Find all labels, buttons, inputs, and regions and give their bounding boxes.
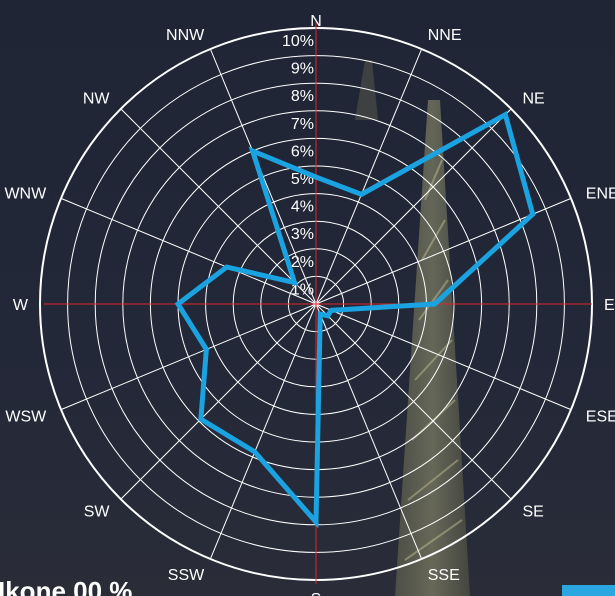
ring-label: 3% bbox=[291, 226, 314, 243]
data-point-s bbox=[314, 520, 318, 524]
data-point-sse bbox=[318, 312, 322, 316]
data-point-ese bbox=[329, 308, 333, 312]
direction-spokes bbox=[60, 48, 572, 560]
direction-label-sse: SSE bbox=[428, 567, 460, 584]
direction-label-ssw: SSW bbox=[168, 567, 205, 584]
data-point-ene bbox=[531, 212, 535, 216]
series-line bbox=[174, 110, 536, 529]
ring-label: 10% bbox=[282, 33, 314, 50]
spoke-wnw bbox=[60, 197, 317, 305]
direction-label-nne: NNE bbox=[428, 27, 462, 44]
direction-label-w: W bbox=[13, 297, 29, 314]
direction-labels: N NNE NE ENE E ESE SE SSE S SSW SW WSW W WNW NW NNW bbox=[4, 13, 615, 596]
ring-label: 1% bbox=[291, 281, 314, 298]
spoke-nne bbox=[315, 48, 423, 305]
spoke-nw bbox=[120, 108, 317, 305]
spoke-sw bbox=[120, 303, 317, 500]
ring-label: 7% bbox=[291, 116, 314, 133]
spoke-se bbox=[315, 303, 512, 500]
direction-label-wnw: WNW bbox=[4, 185, 47, 202]
data-point-ne bbox=[503, 113, 507, 117]
data-point-e bbox=[433, 302, 437, 306]
data-point-se bbox=[326, 314, 330, 318]
ring-label: 4% bbox=[291, 199, 314, 216]
ring-label: 8% bbox=[291, 88, 314, 105]
data-point-wnw bbox=[225, 265, 229, 269]
direction-label-nw: NW bbox=[83, 91, 111, 108]
direction-label-e: E bbox=[604, 297, 615, 314]
spoke-ne bbox=[315, 108, 512, 305]
data-point-nne bbox=[359, 192, 363, 196]
direction-label-nnw: NNW bbox=[166, 27, 205, 44]
data-point-ssw bbox=[253, 450, 257, 454]
direction-label-ese: ESE bbox=[586, 409, 615, 426]
data-point-n bbox=[314, 175, 318, 179]
ring-label: 2% bbox=[291, 254, 314, 271]
data-point-w bbox=[176, 302, 180, 306]
direction-label-ene: ENE bbox=[586, 185, 615, 202]
calm-percentage-label: Ikone 00 % bbox=[0, 576, 133, 596]
ring-label: 9% bbox=[291, 61, 314, 78]
direction-label-wsw: WSW bbox=[5, 409, 47, 426]
spoke-wsw bbox=[60, 303, 317, 411]
data-point-nnw bbox=[251, 149, 255, 153]
frequency-series bbox=[174, 110, 536, 529]
data-point-wsw bbox=[204, 347, 208, 351]
corner-accent-box bbox=[562, 585, 615, 596]
direction-label-se: SE bbox=[522, 503, 543, 520]
direction-label-ne: NE bbox=[522, 91, 544, 108]
spoke-ssw bbox=[209, 303, 317, 560]
spoke-ese bbox=[315, 303, 572, 411]
data-point-nw bbox=[293, 281, 297, 285]
direction-label-sw: SW bbox=[84, 503, 111, 520]
data-point-sw bbox=[199, 417, 203, 421]
ring-label: 6% bbox=[291, 143, 314, 160]
spoke-sse bbox=[315, 303, 423, 560]
direction-label-n: N bbox=[310, 13, 322, 30]
direction-label-s: S bbox=[311, 591, 322, 596]
ring-labels: 1%2%3%4%5%6%7%8%9%10% bbox=[282, 33, 314, 298]
